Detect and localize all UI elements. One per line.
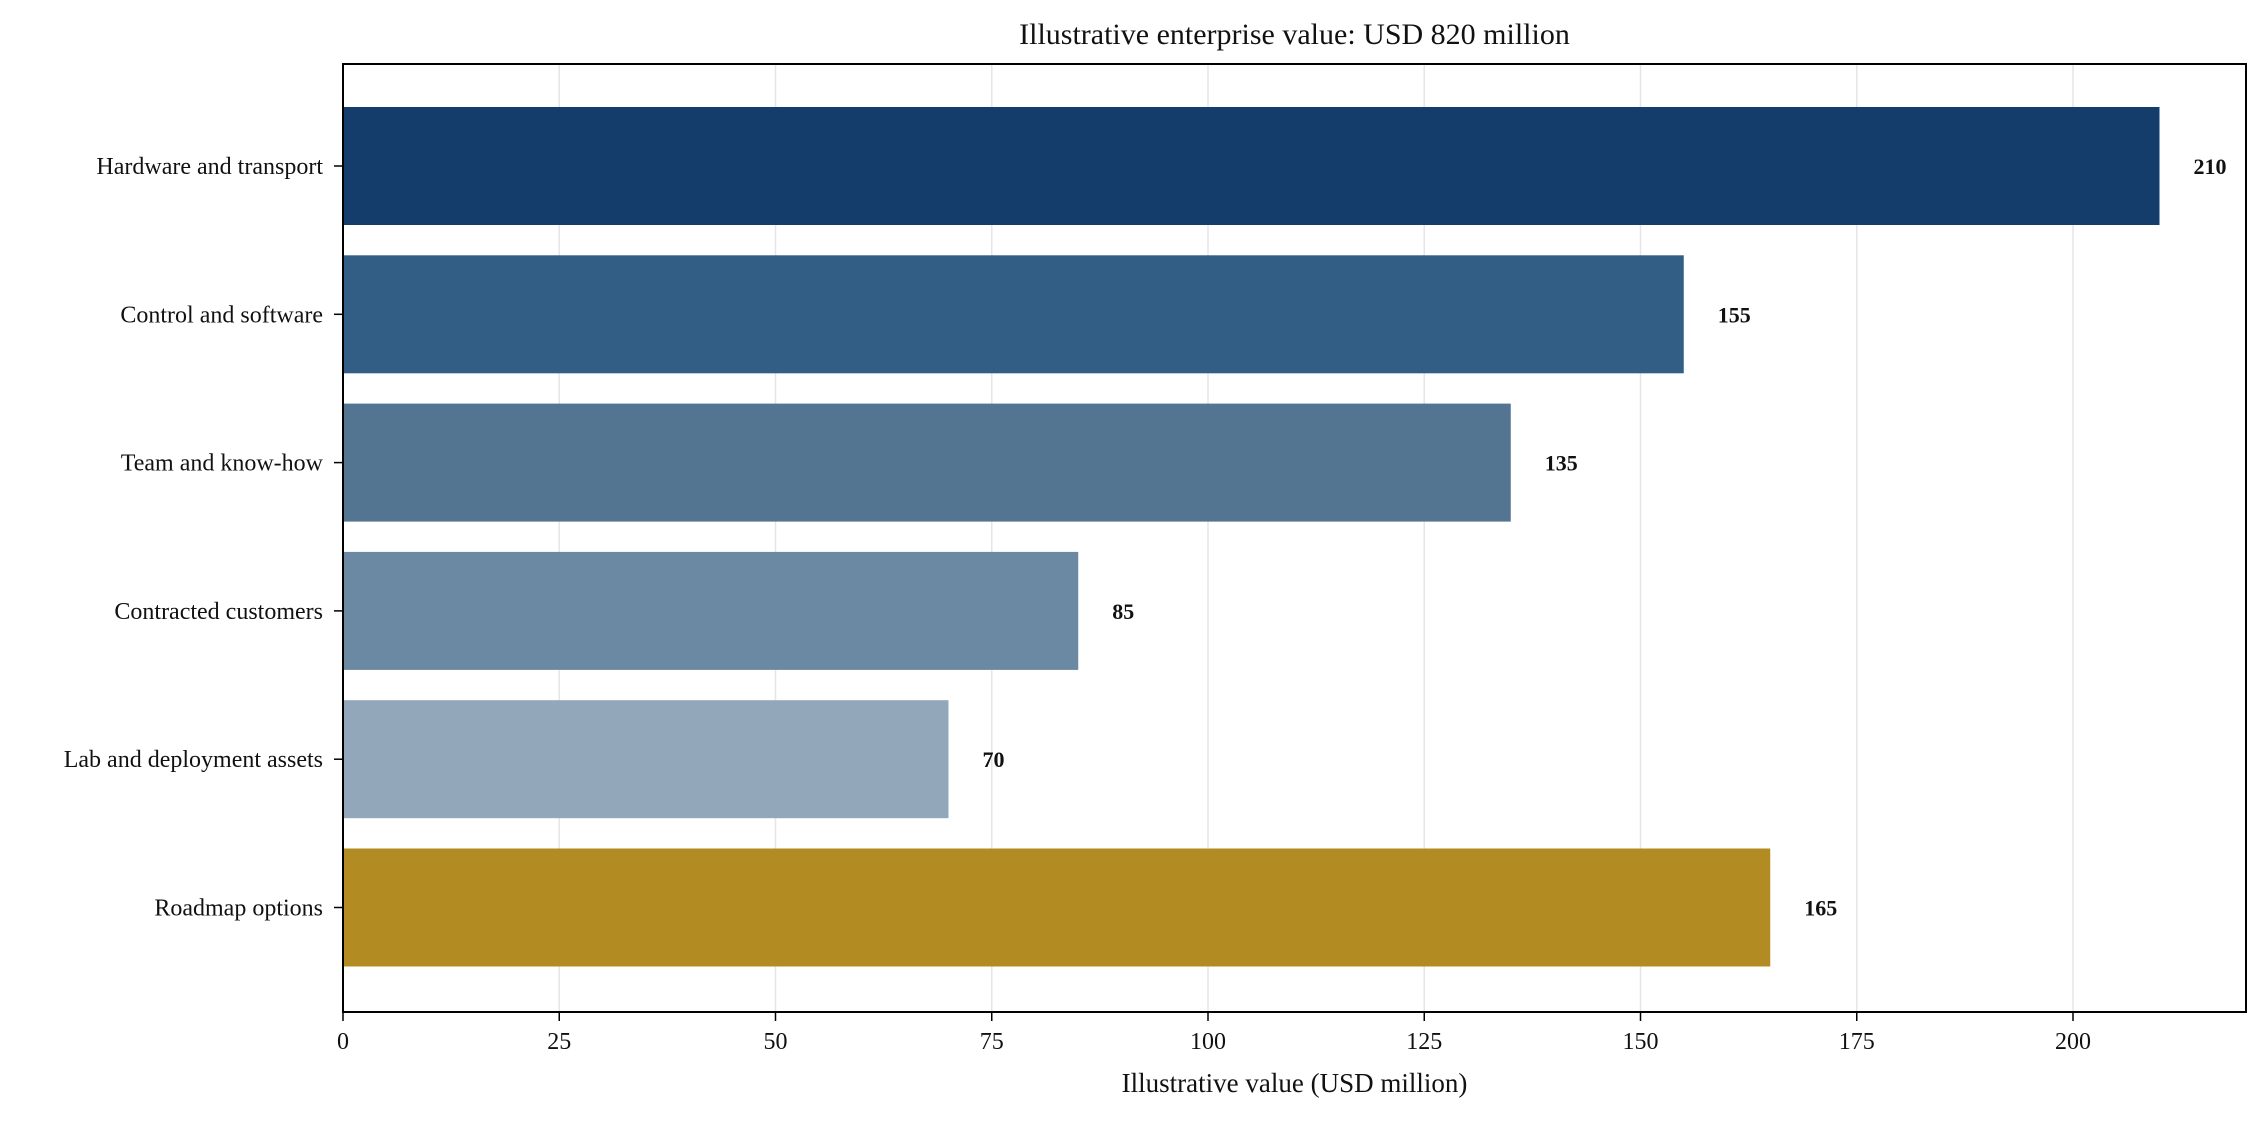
bars — [343, 107, 2160, 967]
bar — [343, 255, 1684, 374]
x-tick-label: 50 — [764, 1029, 788, 1055]
bar-value-label: 135 — [1545, 451, 1578, 476]
bar — [343, 403, 1511, 522]
bar-value-label: 70 — [983, 747, 1005, 772]
x-tick-label: 125 — [1406, 1029, 1442, 1055]
x-tick-label: 150 — [1623, 1029, 1659, 1055]
x-tick-label: 200 — [2055, 1029, 2091, 1055]
plot-frame — [342, 63, 2247, 1013]
category-label: Team and know-how — [121, 451, 324, 477]
category-label: Lab and deployment assets — [64, 747, 323, 773]
category-label: Control and software — [120, 302, 323, 328]
category-label: Contracted customers — [114, 599, 323, 625]
x-tick-label: 0 — [337, 1029, 349, 1055]
bar-value-label: 155 — [1718, 302, 1751, 327]
bar — [343, 700, 949, 819]
bar-value-label: 210 — [2194, 154, 2227, 179]
x-tick-label: 25 — [547, 1029, 571, 1055]
category-label: Roadmap options — [154, 896, 323, 922]
category-label: Hardware and transport — [96, 154, 323, 180]
value-labels: 210 155 135 85 70 165 — [983, 154, 2227, 921]
category-labels: Hardware and transport Control and softwa… — [64, 154, 343, 922]
bar — [343, 551, 1079, 670]
x-tick-label: 175 — [1839, 1029, 1875, 1055]
x-axis-label: Illustrative value (USD million) — [1122, 1068, 1468, 1098]
bar — [343, 848, 1771, 967]
x-axis-ticks: 0 25 50 75 100 125 150 175 200 — [337, 1012, 2091, 1055]
chart-title: Illustrative enterprise value: USD 820 m… — [1019, 18, 1570, 51]
x-tick-label: 75 — [980, 1029, 1004, 1055]
bar-value-label: 85 — [1112, 599, 1134, 624]
bar-value-label: 165 — [1804, 896, 1837, 921]
bar — [343, 107, 2160, 225]
x-tick-label: 100 — [1190, 1029, 1226, 1055]
